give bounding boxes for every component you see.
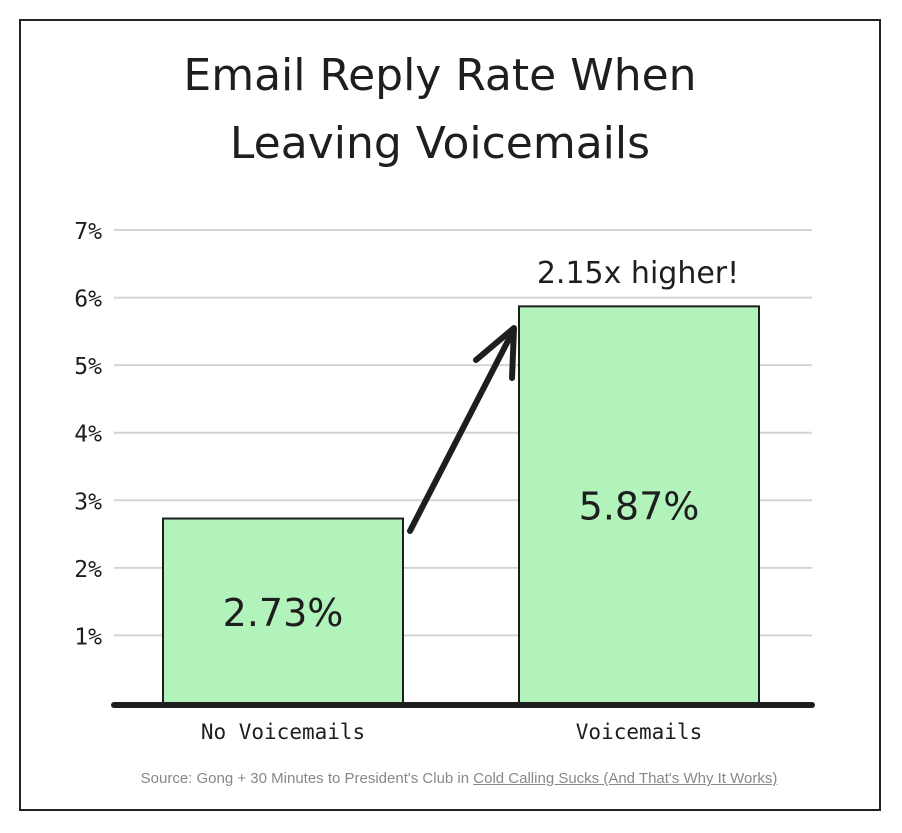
source-link[interactable]: Cold Calling Sucks (And That's Why It Wo… [473, 770, 778, 787]
y-axis-tick-labels: 1% 2% 3% 4% 5% 6% 7% [74, 219, 102, 650]
x-category-label: No Voicemails [201, 720, 365, 744]
source-citation: Source: Gong + 30 Minutes to President's… [0, 770, 902, 787]
arrow-shaft [407, 330, 515, 534]
bar [162, 517, 404, 705]
bar-value-label: 2.73% [223, 591, 344, 635]
bar-value-label: 5.87% [579, 485, 700, 529]
chart-title-line-1: Email Reply Rate When [183, 50, 696, 101]
y-tick-label: 4% [74, 422, 102, 448]
bar-chart: Email Reply Rate When Leaving Voicemails… [74, 50, 815, 744]
y-tick-label: 7% [74, 219, 102, 245]
y-tick-label: 1% [74, 624, 102, 650]
arrow-head [473, 325, 517, 381]
growth-arrow [407, 325, 517, 534]
y-tick-label: 2% [74, 557, 102, 583]
annotation-label: 2.15x higher! [537, 256, 739, 291]
y-tick-label: 6% [74, 287, 102, 313]
x-category-label: Voicemails [576, 720, 702, 744]
y-tick-label: 5% [74, 354, 102, 380]
source-prefix: Source: Gong + 30 Minutes to President's… [140, 770, 474, 787]
x-axis-category-labels: No Voicemails Voicemails [201, 720, 702, 744]
y-tick-label: 3% [74, 489, 102, 515]
chart-title-line-2: Leaving Voicemails [230, 118, 650, 169]
